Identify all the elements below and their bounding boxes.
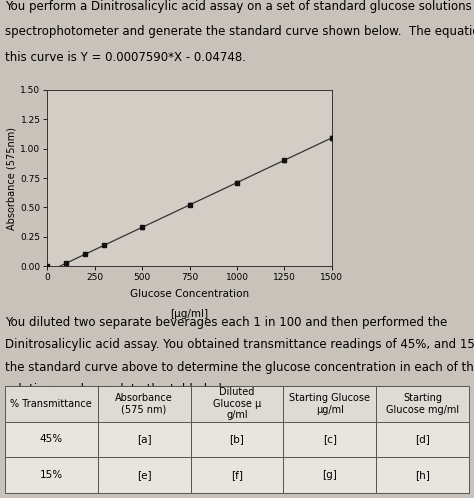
Text: spectrophotometer and generate the standard curve shown below.  The equation for: spectrophotometer and generate the stand… [5,25,474,38]
Y-axis label: Absorbance (575nm): Absorbance (575nm) [6,126,16,230]
Text: the standard curve above to determine the glucose concentration in each of these: the standard curve above to determine th… [5,361,474,374]
Text: Glucose Concentration: Glucose Concentration [130,289,249,299]
Text: You diluted two separate beverages each 1 in 100 and then performed the: You diluted two separate beverages each … [5,316,447,329]
Text: solutions and complete the table below.: solutions and complete the table below. [5,383,241,396]
Text: You perform a Dinitrosalicylic acid assay on a set of standard glucose solutions: You perform a Dinitrosalicylic acid assa… [5,0,474,13]
Text: [μg/ml]: [μg/ml] [171,309,209,319]
Text: Dinitrosalicylic acid assay. You obtained transmittance readings of 45%, and 15%: Dinitrosalicylic acid assay. You obtaine… [5,339,474,352]
Text: this curve is Y = 0.0007590*X - 0.04748.: this curve is Y = 0.0007590*X - 0.04748. [5,51,246,64]
